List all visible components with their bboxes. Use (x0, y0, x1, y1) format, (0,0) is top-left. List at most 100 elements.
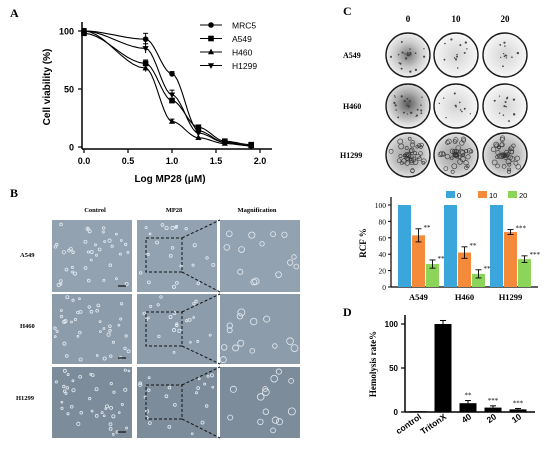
colony (509, 150, 514, 155)
colony (393, 95, 396, 97)
colony (497, 146, 501, 150)
colony (404, 146, 409, 150)
cell (172, 311, 177, 316)
colony (509, 156, 516, 162)
data-point-h1299 (142, 46, 149, 52)
colony (454, 58, 458, 61)
colony (450, 169, 455, 174)
cell (94, 414, 99, 418)
panel-label-d: D (343, 305, 352, 319)
panel-label-b: B (10, 186, 18, 200)
cell (270, 231, 276, 238)
x-tick-label: 0.5 (122, 156, 135, 166)
colony (504, 45, 506, 47)
colony (443, 97, 445, 99)
cell (124, 334, 128, 338)
cell (109, 381, 113, 386)
x-tick-label: TritonX (418, 411, 448, 436)
colony-row-a549: A549 (343, 51, 361, 60)
colony (421, 96, 423, 98)
cell (102, 414, 106, 418)
colony (421, 158, 427, 164)
colony (440, 151, 446, 157)
colony (453, 137, 459, 143)
colony (459, 150, 466, 156)
cell (119, 317, 123, 321)
cell (76, 421, 81, 426)
cell (184, 227, 188, 231)
zoom-connector (181, 219, 221, 239)
bar-h460-20 (472, 273, 485, 287)
x-tick-label: A549 (409, 292, 428, 302)
colony (500, 152, 506, 158)
cell (105, 404, 110, 409)
colony (499, 142, 504, 147)
x-tick-label: control (394, 411, 423, 436)
cell (109, 405, 114, 410)
cell (126, 250, 130, 254)
cell (96, 303, 101, 308)
cell (61, 250, 67, 255)
colony (406, 97, 409, 100)
cell (120, 403, 124, 407)
legend-label: A549 (232, 34, 252, 44)
colony (513, 160, 519, 166)
colony (457, 155, 462, 159)
cell (148, 232, 152, 236)
cell (123, 346, 127, 350)
cell (147, 280, 151, 285)
micrograph-image (220, 294, 300, 364)
cell (226, 327, 233, 334)
colony (409, 111, 413, 115)
cell (142, 311, 146, 316)
cell (196, 281, 200, 286)
cell (108, 427, 113, 431)
colony (394, 104, 397, 107)
micrograph-image (137, 220, 217, 292)
colony (405, 156, 411, 162)
y-tick-label: 100 (375, 201, 387, 210)
colony (396, 158, 402, 163)
colony (508, 147, 512, 151)
colony (491, 159, 498, 166)
cell (108, 329, 112, 333)
colony (490, 146, 497, 153)
colony-col-10: 10 (452, 14, 462, 24)
cell (164, 226, 169, 231)
cell (64, 354, 69, 358)
significance-mark: ** (465, 392, 473, 400)
colony (493, 141, 499, 148)
cell (98, 320, 102, 323)
colony (416, 108, 419, 111)
cell (236, 313, 244, 320)
cell (73, 271, 77, 276)
cell (200, 420, 205, 425)
cell (257, 418, 264, 426)
legend-swatch (508, 191, 517, 198)
cell (189, 340, 192, 344)
legend-swatch (446, 191, 455, 198)
colony (402, 111, 405, 114)
cell (192, 301, 196, 306)
significance-mark: ** (438, 255, 446, 263)
cell (78, 297, 81, 301)
legend-swatch (478, 191, 487, 198)
colony (416, 143, 422, 148)
colony (464, 149, 469, 153)
micrograph-image (52, 367, 132, 438)
colony (399, 160, 404, 165)
cell (237, 339, 245, 347)
cell (59, 314, 64, 319)
cell (204, 404, 209, 408)
colony (401, 51, 404, 54)
cell (102, 278, 106, 282)
colony (414, 52, 417, 55)
cell (149, 304, 153, 308)
cell (226, 322, 233, 329)
data-point-a549 (195, 124, 202, 131)
cell (78, 330, 82, 335)
colony (504, 54, 507, 57)
cell (144, 226, 148, 229)
legend: MRC5 A549 H460 H1299 (200, 21, 257, 71)
cell (99, 330, 102, 333)
